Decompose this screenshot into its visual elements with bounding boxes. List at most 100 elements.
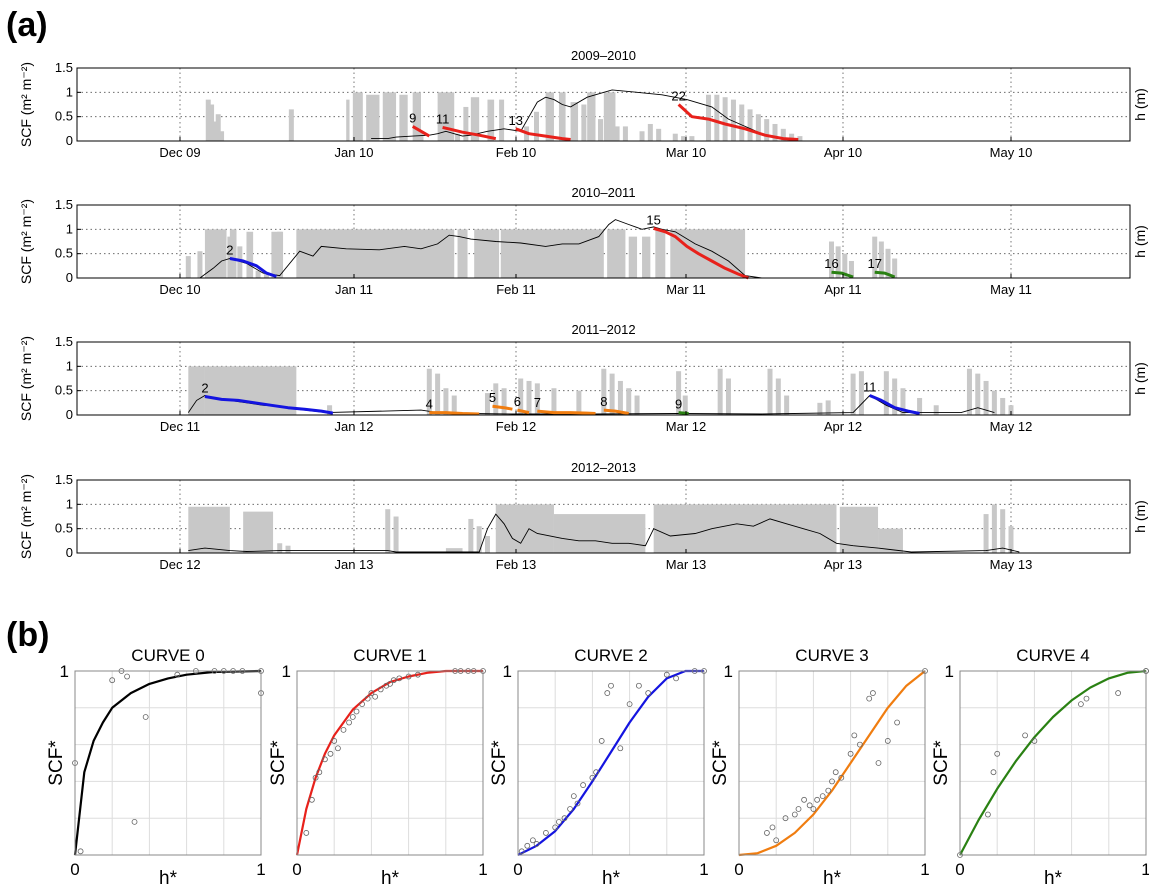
- scf-block: [229, 229, 237, 278]
- melt-event-label: 7: [534, 395, 541, 410]
- y-tick-label: 0: [66, 407, 73, 422]
- x-tick-label: Apr 13: [824, 557, 862, 572]
- data-point: [829, 778, 835, 785]
- data-point: [810, 806, 817, 812]
- y-axis-label: SCF*: [268, 740, 289, 786]
- scf-bar: [227, 236, 233, 278]
- scf-bar: [205, 99, 211, 141]
- data-point: [570, 793, 577, 800]
- y-axis-label: SCF*: [710, 740, 731, 786]
- melt-event-label: 5: [489, 390, 496, 405]
- scf-block: [188, 506, 230, 553]
- scf-block: [839, 506, 879, 553]
- scf-bar: [825, 400, 831, 415]
- data-point: [321, 756, 328, 763]
- data-point: [1083, 695, 1090, 702]
- scf-bar: [255, 270, 261, 278]
- x-tick-label: 0: [70, 860, 79, 879]
- y-tick-label: 0.5: [55, 521, 73, 536]
- scf-bar: [829, 241, 835, 278]
- scf-bar: [212, 121, 218, 141]
- scf-block: [558, 92, 566, 141]
- scf-bar: [858, 371, 864, 415]
- data-point: [857, 741, 863, 748]
- data-point: [825, 787, 832, 794]
- data-point: [985, 811, 991, 818]
- melt-segment: [517, 408, 530, 415]
- y-tick-label: 1: [66, 496, 73, 511]
- scf-bar: [493, 383, 499, 415]
- axes-frame: [74, 670, 262, 856]
- scf-bar: [327, 405, 333, 415]
- scf-bar: [622, 126, 628, 141]
- data-point: [131, 818, 138, 825]
- data-point: [1031, 738, 1038, 744]
- scf-bar: [385, 509, 391, 553]
- panel-b-curves: CURVE 0 1 0 1 h* SCF* CURVE 1 1 0 1 h* SCF* CURVE 2 1…: [46, 646, 1149, 889]
- scf-bar: [717, 368, 723, 415]
- melt-segment: [204, 395, 334, 415]
- scf-bar: [551, 388, 557, 415]
- scf-bar: [614, 126, 620, 141]
- data-point: [645, 690, 652, 696]
- scf-block: [188, 366, 205, 415]
- season-title: 2010–2011: [571, 185, 635, 200]
- snow-depth-line: [199, 219, 762, 279]
- axes-frame: [296, 670, 484, 856]
- scf-bar: [892, 258, 898, 278]
- x-tick-label: Jan 11: [335, 282, 373, 297]
- data-point: [174, 671, 181, 678]
- scf-bar: [682, 395, 688, 415]
- season-title: 2012–2013: [571, 460, 636, 475]
- melt-event-label: 11: [436, 111, 450, 126]
- scf-bar: [917, 397, 923, 415]
- scf-bar: [1008, 526, 1014, 553]
- scf-bar: [247, 260, 253, 278]
- scf-bar: [722, 97, 728, 141]
- scf-bar: [185, 256, 191, 278]
- scf-bar: [900, 388, 906, 415]
- fitted-curve: [959, 669, 1147, 856]
- scf-bar: [219, 231, 225, 278]
- scf-block: [653, 504, 837, 553]
- data-point: [543, 830, 549, 836]
- scf-bar: [647, 123, 653, 141]
- scf-bar: [484, 535, 490, 553]
- scf-block: [445, 548, 463, 553]
- x-axis-label: h*: [1044, 868, 1063, 889]
- scf-bar: [484, 393, 490, 415]
- y-axis-label-right: h (m): [1132, 88, 1148, 121]
- data-point: [791, 811, 798, 818]
- data-point: [364, 695, 371, 702]
- scf-bar: [764, 119, 770, 141]
- x-tick-label: May 11: [990, 282, 1032, 297]
- axes-frame: [76, 479, 1131, 554]
- x-tick-label: Feb 12: [496, 419, 536, 434]
- panel-a-label: (a): [6, 6, 48, 44]
- scf-bar: [789, 133, 795, 141]
- scf-block: [243, 511, 274, 553]
- y-tick-label: 0: [66, 545, 73, 560]
- scf-bar: [991, 504, 997, 553]
- data-point: [524, 842, 531, 849]
- scf-block: [366, 94, 380, 141]
- scf-block: [346, 99, 350, 141]
- axes-frame: [517, 670, 705, 856]
- scf-bar: [601, 368, 607, 415]
- scf-bar: [672, 133, 678, 141]
- x-axis-label: h*: [381, 868, 400, 889]
- scf-bar: [842, 253, 848, 278]
- x-tick-label: Dec 12: [159, 557, 200, 572]
- scf-bar: [581, 104, 587, 141]
- x-tick-label: 1: [920, 860, 929, 879]
- scf-block: [670, 229, 746, 278]
- x-tick-label: Feb 10: [496, 145, 536, 160]
- snow-depth-line: [188, 513, 1020, 553]
- scf-bar: [476, 526, 482, 553]
- x-tick-label: Jan 13: [334, 557, 373, 572]
- data-point: [142, 714, 149, 720]
- y-tick-label: 1: [66, 84, 73, 99]
- data-point: [312, 774, 319, 781]
- data-point: [377, 686, 384, 693]
- melt-segment: [442, 125, 497, 141]
